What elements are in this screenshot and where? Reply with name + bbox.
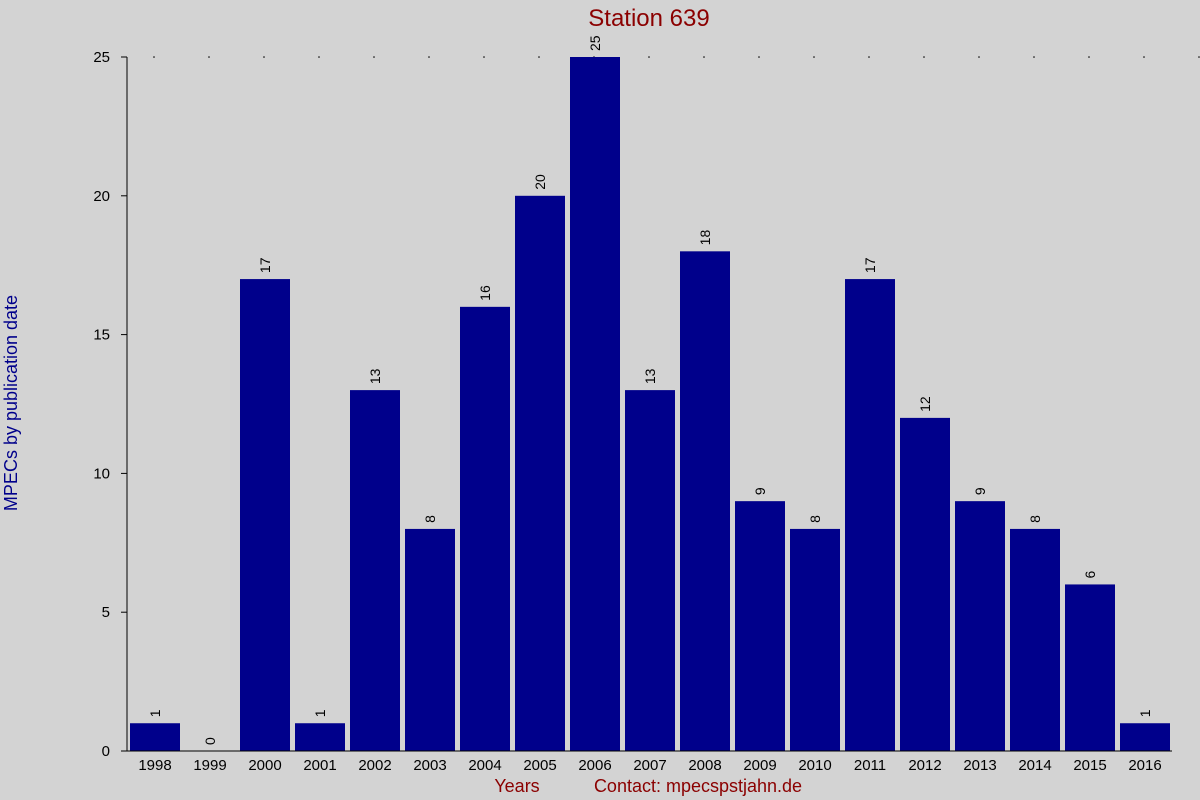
x-tick-label: 2008 (688, 757, 721, 774)
bar-1998 (130, 723, 180, 751)
bar-value-label: 9 (972, 487, 988, 495)
bar-2006 (570, 57, 620, 751)
x-tick-label: 2010 (798, 757, 831, 774)
bar-2001 (295, 723, 345, 751)
grid-dot (153, 56, 155, 58)
bar-2013 (955, 501, 1005, 751)
bar-value-label: 8 (807, 515, 823, 523)
grid-dot (1033, 56, 1035, 58)
x-tick-label: 2007 (633, 757, 666, 774)
bar-value-label: 20 (532, 174, 548, 190)
bar-value-label: 8 (1027, 515, 1043, 523)
y-tick-label: 5 (102, 604, 110, 621)
grid-dot (1088, 56, 1090, 58)
y-tick-label: 10 (93, 465, 110, 482)
grid-dot (318, 56, 320, 58)
x-tick-label: 2015 (1073, 757, 1106, 774)
bar-value-label: 12 (917, 396, 933, 412)
grid-dot (813, 56, 815, 58)
x-tick-label: 2009 (743, 757, 776, 774)
grid-dot (758, 56, 760, 58)
bar-value-label: 1 (1137, 709, 1153, 717)
bar-2004 (460, 306, 510, 751)
bars-group: 1 0 17 1 13 8 16 20 25 13 18 9 8 17 12 9 8 6 1 (130, 35, 1170, 752)
bar-2012 (900, 417, 950, 751)
chart-title: Station 639 (588, 5, 709, 32)
bar-2011 (845, 279, 895, 751)
bar-value-label: 13 (642, 368, 658, 384)
bar-2009 (735, 501, 785, 751)
y-tick-label: 15 (93, 327, 110, 344)
bar-2015 (1065, 584, 1115, 751)
x-tick-label: 2005 (523, 757, 556, 774)
bar-value-label: 9 (752, 487, 768, 495)
x-tick-label: 2014 (1018, 757, 1051, 774)
x-tick-label: 2006 (578, 757, 611, 774)
bar-value-label: 1 (312, 709, 328, 717)
bar-value-label: 13 (367, 368, 383, 384)
top-dot-markers (153, 56, 1200, 58)
bar-2003 (405, 528, 455, 751)
x-tick-label: 1998 (138, 757, 171, 774)
grid-dot (208, 56, 210, 58)
bar-value-label: 6 (1082, 570, 1098, 578)
bar-2007 (625, 390, 675, 751)
bar-value-label: 16 (477, 285, 493, 301)
y-tick-label: 25 (93, 49, 110, 66)
x-axis-label: Years (494, 776, 539, 796)
bar-value-label: 1 (147, 709, 163, 717)
x-tick-label: 2001 (303, 757, 336, 774)
bar-value-label: 8 (422, 515, 438, 523)
grid-dot (373, 56, 375, 58)
grid-dot (1198, 56, 1200, 58)
x-tick-label: 2012 (908, 757, 941, 774)
y-axis: 0 5 10 15 20 25 (93, 49, 128, 760)
x-tick-label: 2013 (963, 757, 996, 774)
y-tick-label: 20 (93, 188, 110, 205)
x-tick-label: 1999 (193, 757, 226, 774)
grid-dot (1143, 56, 1145, 58)
x-tick-label: 2003 (413, 757, 446, 774)
x-tick-label: 2016 (1128, 757, 1161, 774)
x-axis: 1998 1999 2000 2001 2002 2003 2004 2005 2006 2007… (127, 750, 1172, 774)
bar-2010 (790, 528, 840, 751)
bar-2014 (1010, 528, 1060, 751)
grid-dot (868, 56, 870, 58)
grid-dot (923, 56, 925, 58)
grid-dot (263, 56, 265, 58)
bar-2005 (515, 195, 565, 752)
bar-value-label: 25 (587, 35, 603, 51)
grid-dot (978, 56, 980, 58)
y-axis-label: MPECs by publication date (1, 295, 21, 511)
contact-footer: Contact: mpecspstjahn.de (594, 776, 802, 796)
bar-value-label: 17 (862, 257, 878, 273)
grid-dot (428, 56, 430, 58)
grid-dot (483, 56, 485, 58)
bar-2002 (350, 390, 400, 751)
x-tick-label: 2011 (854, 757, 886, 774)
grid-dot (703, 56, 705, 58)
bar-value-label: 18 (697, 230, 713, 246)
bar-2016 (1120, 723, 1170, 751)
bar-2000 (240, 279, 290, 751)
bar-2008 (680, 251, 730, 751)
grid-dot (538, 56, 540, 58)
y-tick-label: 0 (102, 743, 110, 760)
x-tick-label: 2004 (468, 757, 501, 774)
bar-value-label: 17 (257, 257, 273, 273)
bar-value-label: 0 (202, 737, 218, 745)
x-tick-label: 2002 (358, 757, 391, 774)
grid-dot (648, 56, 650, 58)
x-tick-label: 2000 (248, 757, 281, 774)
